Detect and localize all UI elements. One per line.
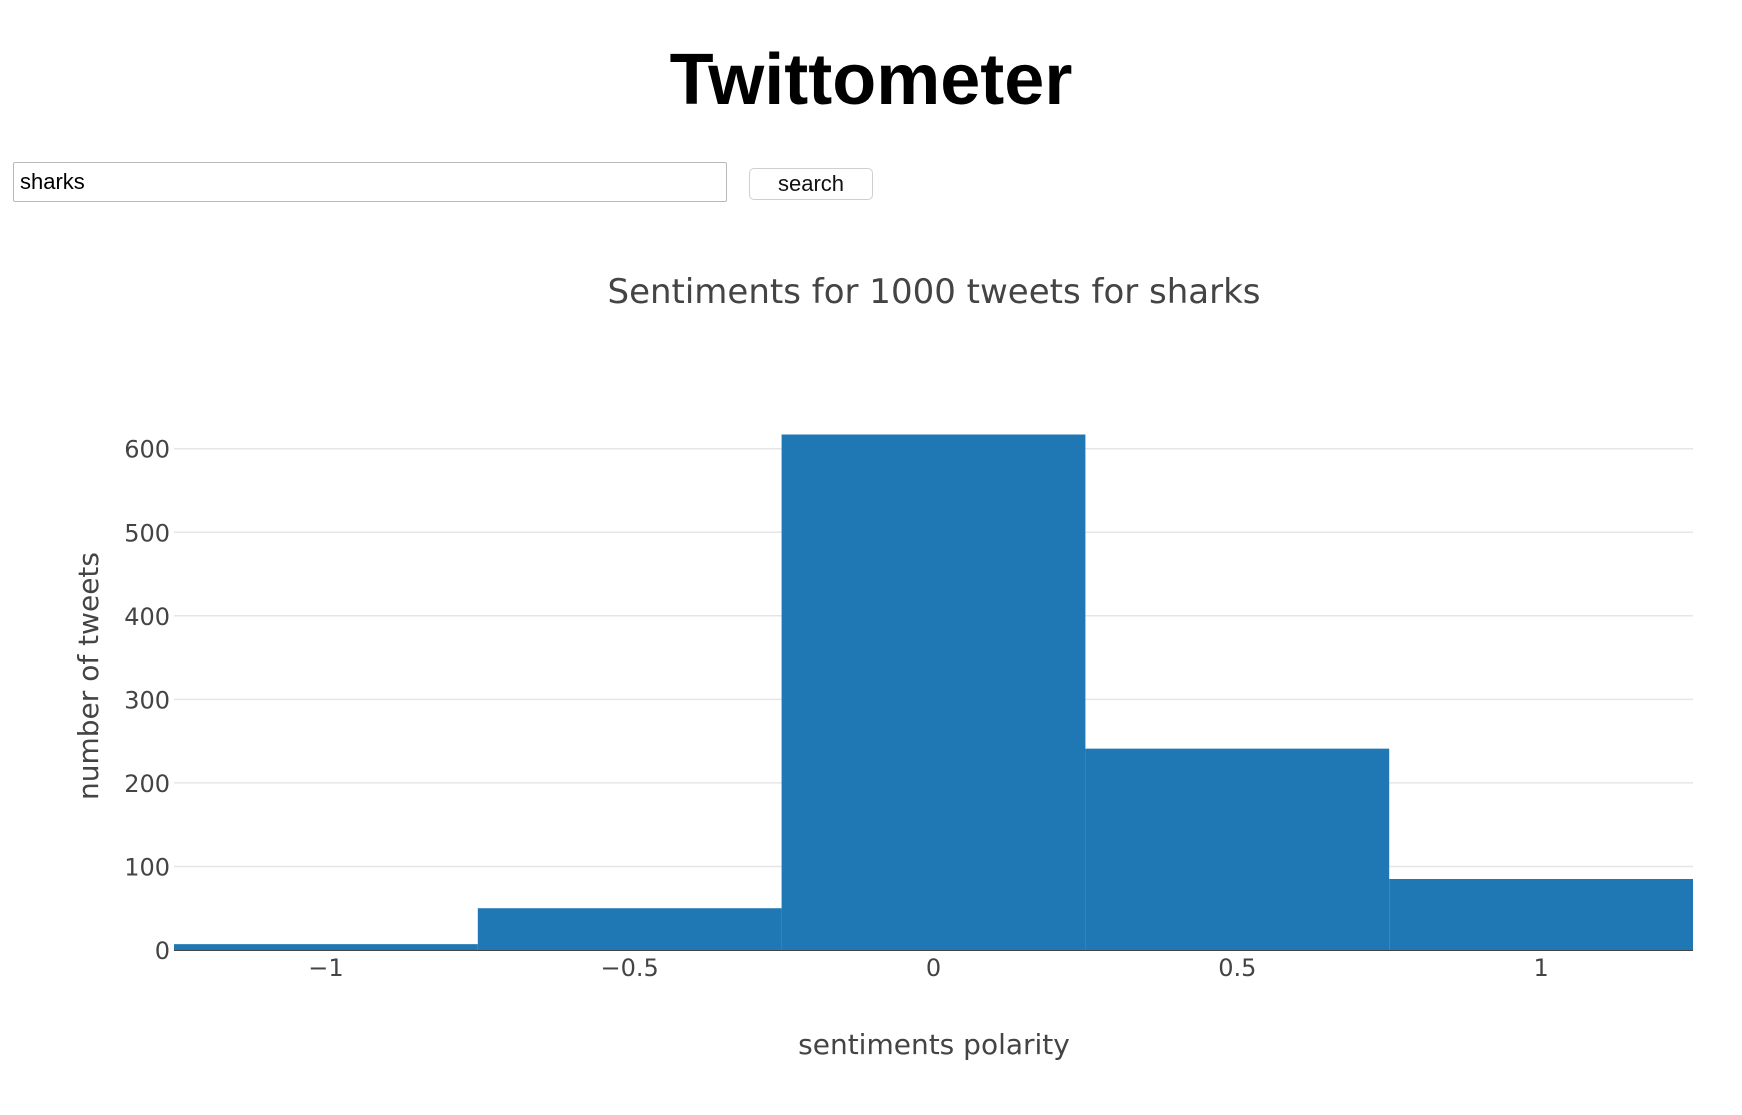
histogram-bar[interactable] [781, 434, 1086, 950]
y-tick-label: 500 [124, 519, 170, 547]
y-tick-label: 0 [155, 937, 170, 965]
chart-title: Sentiments for 1000 tweets for sharks [607, 272, 1260, 312]
histogram-bar[interactable] [174, 944, 478, 950]
y-axis-ticks: 0 100 200 300 400 500 600 [124, 436, 170, 965]
y-tick-label: 400 [124, 603, 170, 631]
y-tick-label: 600 [124, 436, 170, 464]
y-axis-label: number of tweets [72, 552, 105, 800]
y-tick-label: 100 [124, 853, 170, 881]
histogram-bar[interactable] [1389, 878, 1693, 950]
x-tick-label: 0.5 [1218, 954, 1256, 982]
x-tick-label: −0.5 [601, 954, 659, 982]
x-tick-label: 0 [926, 954, 941, 982]
histogram-bars [174, 434, 1693, 950]
search-input[interactable] [13, 162, 727, 202]
search-button[interactable]: search [749, 168, 873, 200]
x-axis-ticks: −1 −0.5 0 0.5 1 [308, 954, 1549, 982]
x-tick-label: −1 [308, 954, 343, 982]
y-tick-label: 300 [124, 686, 170, 714]
x-tick-label: 1 [1533, 954, 1548, 982]
y-tick-label: 200 [124, 770, 170, 798]
x-axis-label: sentiments polarity [798, 1028, 1070, 1061]
histogram-bar[interactable] [477, 908, 782, 950]
app-title: Twittometer [669, 40, 1073, 120]
histogram-bar[interactable] [1085, 748, 1390, 950]
